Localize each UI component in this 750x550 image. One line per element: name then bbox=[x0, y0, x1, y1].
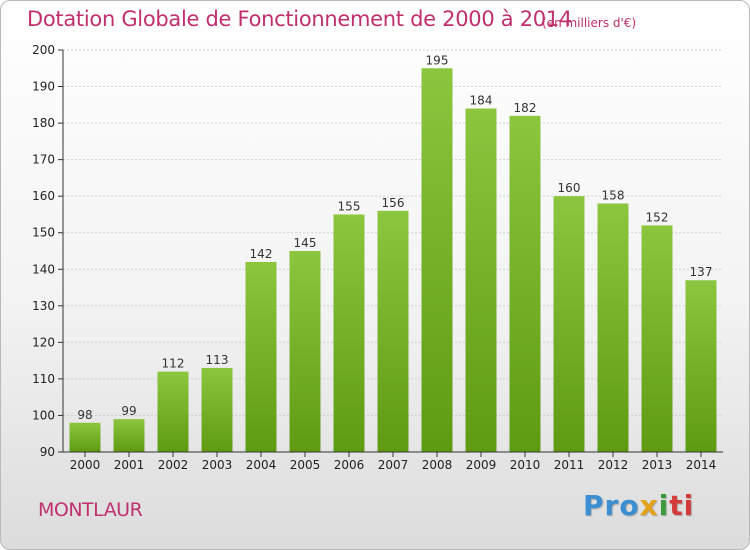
axes: 90 100 110 120 130 140 150 160 170 180 190 200 2000 2… bbox=[32, 43, 723, 472]
data-label: 113 bbox=[206, 353, 229, 367]
data-label: 156 bbox=[382, 196, 405, 210]
y-tick-label: 180 bbox=[32, 116, 55, 130]
y-tick-label: 90 bbox=[40, 445, 55, 459]
bar bbox=[597, 203, 629, 452]
chart-title: Dotation Globale de Fonctionnement de 20… bbox=[27, 7, 572, 31]
x-tick-label: 2006 bbox=[334, 458, 365, 472]
data-label: 99 bbox=[121, 404, 136, 418]
proxiti-logo[interactable]: Proxiti bbox=[583, 489, 694, 522]
bar bbox=[333, 214, 365, 452]
bar bbox=[641, 225, 673, 452]
y-tick-label: 200 bbox=[32, 43, 55, 57]
y-tick-label: 140 bbox=[32, 262, 55, 276]
data-label: 184 bbox=[470, 93, 493, 107]
x-tick-label: 2011 bbox=[554, 458, 585, 472]
data-label: 137 bbox=[690, 265, 713, 279]
logo-part: x bbox=[639, 489, 659, 522]
logo-part: i bbox=[658, 489, 670, 522]
y-tick-label: 160 bbox=[32, 189, 55, 203]
y-tick-label: 150 bbox=[32, 226, 55, 240]
bar bbox=[113, 419, 145, 452]
bars: 98 99 112 113 142 145 155 156 195 184 182 160 158 152… bbox=[69, 53, 717, 453]
bar bbox=[685, 280, 717, 452]
x-tick-label: 2001 bbox=[114, 458, 145, 472]
commune-name: MONTLAUR bbox=[38, 499, 143, 521]
y-tick-label: 100 bbox=[32, 408, 55, 422]
x-tick-label: 2009 bbox=[466, 458, 497, 472]
x-tick-label: 2003 bbox=[202, 458, 233, 472]
data-label: 160 bbox=[558, 181, 581, 195]
x-tick-label: 2012 bbox=[598, 458, 629, 472]
data-label: 142 bbox=[250, 247, 273, 261]
bar bbox=[157, 371, 189, 452]
chart-subtitle: (en milliers d'€) bbox=[542, 16, 637, 30]
data-label: 195 bbox=[426, 53, 449, 67]
y-tick-label: 170 bbox=[32, 153, 55, 167]
x-tick-label: 2014 bbox=[686, 458, 717, 472]
bar bbox=[245, 261, 277, 452]
x-tick-label: 2007 bbox=[378, 458, 409, 472]
x-tick-label: 2002 bbox=[158, 458, 189, 472]
bar bbox=[377, 210, 409, 452]
x-tick-label: 2004 bbox=[246, 458, 277, 472]
bar bbox=[289, 251, 321, 452]
data-label: 182 bbox=[514, 101, 537, 115]
x-tick-label: 2005 bbox=[290, 458, 321, 472]
bar bbox=[553, 196, 585, 452]
x-tick-label: 2013 bbox=[642, 458, 673, 472]
x-tick-label: 2010 bbox=[510, 458, 541, 472]
bar bbox=[69, 422, 101, 452]
x-tick-label: 2000 bbox=[70, 458, 101, 472]
bar bbox=[509, 115, 541, 453]
data-label: 112 bbox=[162, 357, 185, 371]
bar bbox=[201, 367, 233, 452]
data-label: 152 bbox=[646, 210, 669, 224]
data-label: 98 bbox=[77, 408, 92, 422]
y-tick-label: 190 bbox=[32, 80, 55, 94]
data-label: 155 bbox=[338, 199, 361, 213]
x-tick-label: 2008 bbox=[422, 458, 453, 472]
data-label: 145 bbox=[294, 236, 317, 250]
bar bbox=[421, 68, 453, 452]
y-tick-label: 120 bbox=[32, 335, 55, 349]
y-tick-label: 130 bbox=[32, 299, 55, 313]
logo-part: Pro bbox=[583, 489, 640, 522]
bar bbox=[465, 108, 497, 453]
y-tick-label: 110 bbox=[32, 372, 55, 386]
data-label: 158 bbox=[602, 188, 625, 202]
logo-part: ti bbox=[669, 489, 695, 522]
